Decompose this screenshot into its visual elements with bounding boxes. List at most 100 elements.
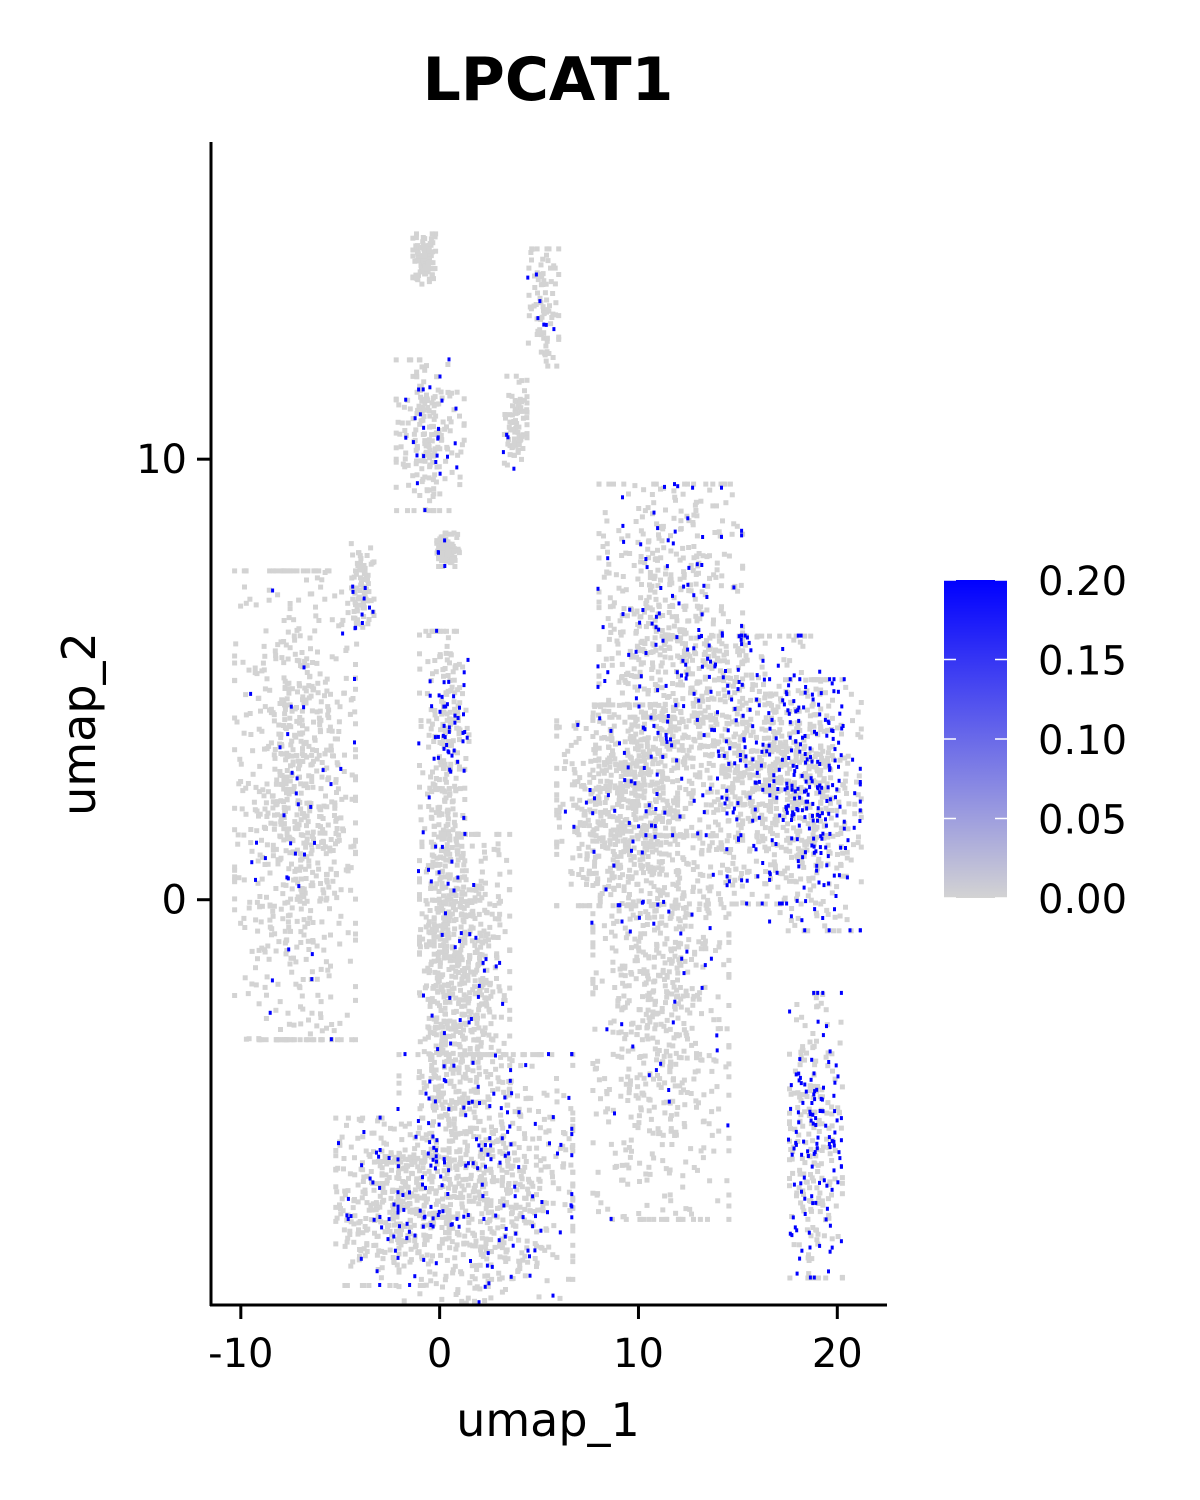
umap-point bbox=[541, 330, 546, 336]
umap-point bbox=[270, 913, 276, 919]
umap-point bbox=[708, 789, 714, 795]
umap-point bbox=[569, 796, 575, 802]
umap-point bbox=[540, 1208, 546, 1214]
umap-point bbox=[446, 1149, 452, 1155]
umap-point bbox=[330, 848, 336, 853]
umap-point bbox=[275, 861, 281, 867]
umap-point bbox=[233, 641, 239, 647]
umap-point bbox=[339, 796, 345, 802]
umap-point bbox=[482, 1244, 488, 1250]
umap-point bbox=[403, 1183, 409, 1189]
umap-point bbox=[323, 897, 329, 903]
umap-point bbox=[313, 873, 319, 879]
umap-point bbox=[503, 1259, 509, 1264]
umap-point bbox=[672, 939, 678, 945]
umap-point bbox=[516, 379, 522, 385]
umap-point bbox=[420, 1283, 426, 1288]
umap-point bbox=[427, 1269, 433, 1275]
umap-point bbox=[318, 881, 323, 886]
umap-point bbox=[538, 1158, 544, 1164]
umap-point bbox=[447, 954, 453, 960]
umap-point bbox=[311, 836, 316, 842]
umap-point bbox=[485, 1094, 491, 1100]
umap-point bbox=[298, 864, 304, 870]
umap-point bbox=[287, 645, 293, 651]
umap-point bbox=[493, 1066, 499, 1072]
umap-point bbox=[398, 1166, 404, 1172]
umap-point bbox=[643, 1011, 649, 1017]
umap-point bbox=[638, 1216, 644, 1222]
umap-point bbox=[281, 660, 287, 666]
umap-point bbox=[433, 861, 439, 867]
umap-point bbox=[452, 926, 458, 932]
umap-point bbox=[418, 394, 424, 400]
umap-point bbox=[457, 1079, 463, 1085]
umap-point bbox=[607, 784, 613, 790]
umap-point bbox=[638, 568, 644, 574]
umap-point bbox=[420, 1115, 426, 1121]
umap-point bbox=[371, 1187, 377, 1193]
umap-point bbox=[458, 1190, 464, 1196]
umap-point bbox=[270, 853, 276, 859]
umap-point bbox=[398, 1198, 404, 1204]
umap-point bbox=[711, 1057, 717, 1063]
umap-point bbox=[682, 481, 688, 487]
umap-point bbox=[422, 236, 428, 242]
umap-point bbox=[597, 892, 603, 898]
umap-point bbox=[688, 800, 694, 806]
umap-point bbox=[362, 571, 368, 577]
umap-point bbox=[393, 1154, 399, 1160]
umap-point bbox=[417, 1039, 423, 1045]
umap-point bbox=[241, 832, 247, 838]
umap-point bbox=[444, 1171, 450, 1177]
umap-point bbox=[507, 443, 513, 449]
umap-point bbox=[472, 991, 478, 997]
umap-point bbox=[616, 824, 622, 830]
umap-point bbox=[625, 1098, 631, 1103]
umap-point bbox=[286, 690, 292, 696]
umap-point bbox=[410, 416, 416, 422]
umap-point bbox=[255, 858, 261, 864]
umap-point bbox=[472, 1243, 478, 1249]
umap-point bbox=[621, 606, 627, 612]
umap-point bbox=[535, 1052, 540, 1058]
umap-point bbox=[450, 1050, 456, 1056]
umap-point bbox=[366, 589, 372, 595]
umap-point bbox=[437, 628, 443, 634]
umap-point bbox=[656, 972, 661, 978]
umap-point bbox=[526, 1145, 532, 1151]
umap-point bbox=[483, 1001, 489, 1007]
umap-point bbox=[483, 933, 489, 939]
umap-point bbox=[512, 398, 518, 403]
umap-point bbox=[449, 1132, 455, 1138]
umap-point bbox=[645, 854, 651, 859]
umap-point bbox=[439, 395, 445, 401]
umap-point bbox=[406, 1237, 412, 1243]
umap-point bbox=[298, 940, 304, 945]
umap-point bbox=[726, 1216, 732, 1222]
umap-point bbox=[417, 804, 423, 810]
umap-point bbox=[486, 1032, 492, 1038]
umap-point bbox=[289, 686, 295, 692]
umap-point bbox=[596, 644, 602, 650]
umap-point bbox=[356, 550, 362, 556]
umap-point bbox=[278, 1027, 283, 1032]
umap-point bbox=[590, 717, 596, 723]
umap-point bbox=[476, 1134, 482, 1140]
umap-point bbox=[667, 1167, 673, 1173]
umap-point bbox=[612, 1164, 618, 1170]
umap-point bbox=[656, 859, 662, 865]
umap-point bbox=[351, 1239, 357, 1245]
umap-point bbox=[691, 1216, 696, 1222]
umap-point bbox=[482, 891, 488, 897]
umap-point bbox=[681, 648, 687, 654]
umap-point bbox=[304, 670, 310, 675]
umap-point bbox=[709, 840, 715, 846]
umap-point bbox=[449, 1129, 454, 1134]
umap-point bbox=[622, 1036, 628, 1042]
umap-point bbox=[323, 851, 329, 857]
umap-point bbox=[500, 1125, 506, 1131]
umap-point bbox=[403, 450, 409, 456]
umap-point bbox=[278, 906, 284, 912]
umap-point bbox=[428, 886, 434, 891]
